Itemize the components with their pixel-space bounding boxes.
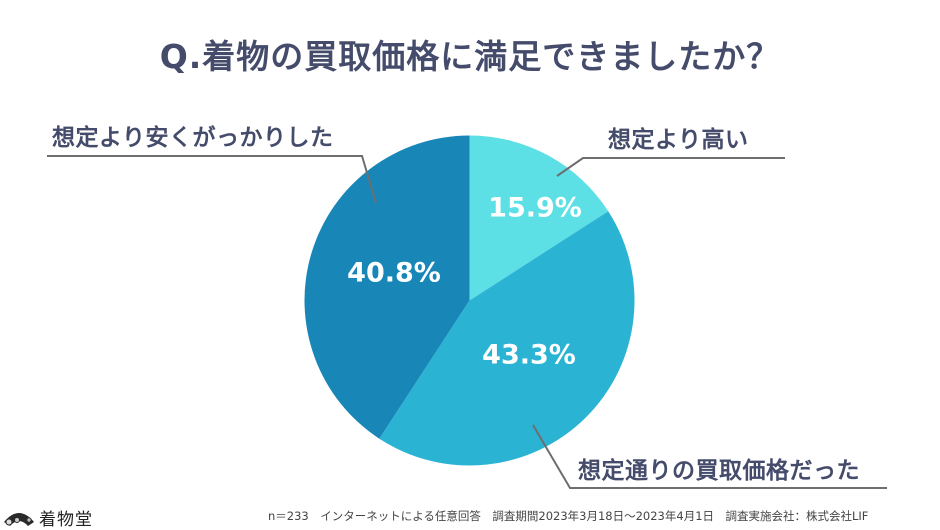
leader-line-high: [556, 157, 785, 177]
pct-expected: 43.3%: [482, 339, 576, 371]
leader-line-expected: [532, 424, 887, 489]
pie-slice-high: [469, 135, 609, 301]
pie-slice-low: [304, 135, 470, 439]
logo-text: 着物堂: [39, 510, 93, 530]
survey-footnote: n＝233 インターネットによる任意回答 調査期間2023年3月18日～2023…: [268, 509, 869, 523]
pie-slice-expected: [379, 211, 635, 466]
pie-slices: [304, 135, 635, 466]
label-low: 想定より安くがっかりした: [52, 125, 334, 151]
label-high: 想定より高い: [608, 127, 749, 153]
chart-title: Q.着物の買取価格に満足できましたか？: [159, 37, 781, 76]
brand-logo: 着物堂: [2, 505, 93, 530]
folding-fan-icon: [4, 512, 34, 526]
leader-line-low: [47, 155, 377, 204]
pct-high: 15.9%: [488, 192, 582, 224]
label-expected: 想定通りの買取価格だった: [578, 458, 860, 484]
pct-low: 40.8%: [347, 257, 441, 289]
